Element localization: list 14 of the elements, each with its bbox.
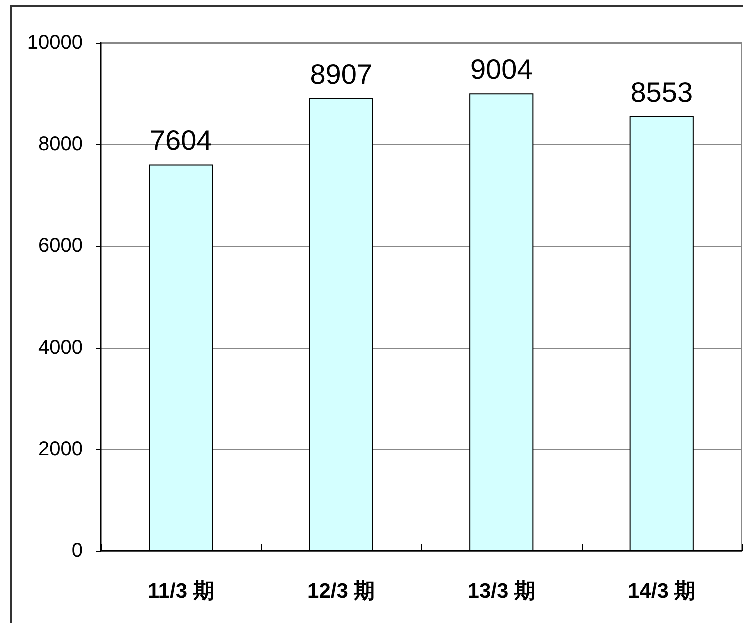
y-tick-label: 8000 xyxy=(38,134,83,156)
y-tick-label: 0 xyxy=(72,540,83,562)
data-label: 8907 xyxy=(310,59,373,90)
y-tick-label: 10000 xyxy=(27,32,83,54)
x-tick-label: 12/3 期 xyxy=(308,580,376,603)
data-label: 7604 xyxy=(150,125,212,156)
data-label: 9004 xyxy=(470,54,533,86)
y-tick-label: 6000 xyxy=(38,235,83,258)
data-label: 8553 xyxy=(630,77,694,108)
x-tick-label: 11/3 期 xyxy=(148,580,214,603)
y-tick-label: 2000 xyxy=(38,438,83,460)
y-tick-label: 4000 xyxy=(38,336,83,359)
x-tick-label: 13/3 期 xyxy=(468,580,536,603)
x-tick-label: 14/3 期 xyxy=(628,580,696,603)
